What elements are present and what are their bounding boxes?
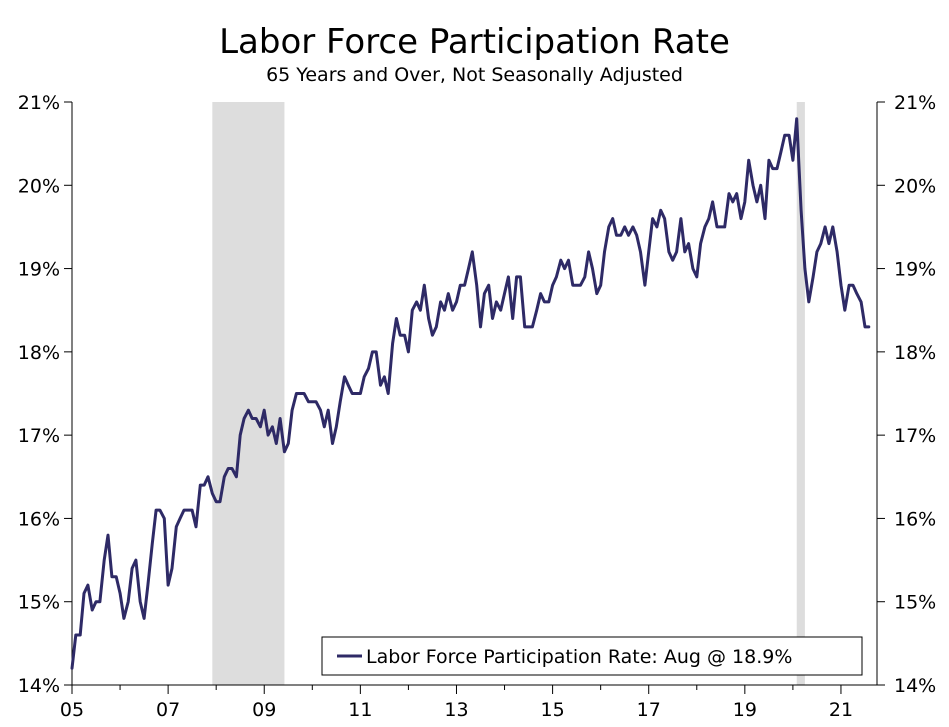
legend-label: Labor Force Participation Rate: Aug @ 18… (366, 646, 792, 668)
x-tick-label: 13 (444, 699, 468, 721)
series-layer (70, 117, 871, 670)
chart-subtitle: 65 Years and Over, Not Seasonally Adjust… (266, 64, 683, 86)
y-tick-label-right: 18% (894, 342, 936, 364)
y-tick-label-left: 17% (18, 425, 60, 447)
x-tick-label: 21 (829, 699, 853, 721)
y-tick-label-right: 20% (894, 175, 936, 197)
y-tick-label-right: 19% (894, 259, 936, 281)
x-tick-label: 07 (156, 699, 180, 721)
x-tick-label: 19 (733, 699, 757, 721)
x-tick-label: 17 (637, 699, 661, 721)
x-tick-label: 09 (252, 699, 276, 721)
y-tick-label-right: 17% (894, 425, 936, 447)
x-tick-label: 05 (60, 699, 84, 721)
x-tick-label: 11 (348, 699, 372, 721)
y-tick-label-right: 14% (894, 675, 936, 697)
series-line (70, 117, 871, 670)
y-tick-label-left: 14% (18, 675, 60, 697)
chart-title: Labor Force Participation Rate (219, 22, 730, 62)
y-tick-label-right: 15% (894, 592, 936, 614)
y-tick-label-right: 16% (894, 508, 936, 530)
legend-box (321, 636, 863, 676)
y-tick-label-left: 18% (18, 342, 60, 364)
recession-band (212, 102, 285, 685)
y-tick-label-right: 21% (894, 92, 936, 114)
y-tick-label-left: 15% (18, 592, 60, 614)
y-tick-label-left: 16% (18, 508, 60, 530)
y-tick-label-left: 21% (18, 92, 60, 114)
y-tick-label-left: 20% (18, 175, 60, 197)
recession-band (796, 102, 805, 685)
x-tick-label: 15 (541, 699, 565, 721)
y-tick-label-left: 19% (18, 259, 60, 281)
axes: 14% 14% 15% 15% 16% 16% 17% 17% 18% 18% 19% 19% 20% 2… (18, 92, 936, 721)
recession-bands (212, 102, 805, 685)
legend: Labor Force Participation Rate: Aug @ 18… (321, 636, 863, 676)
